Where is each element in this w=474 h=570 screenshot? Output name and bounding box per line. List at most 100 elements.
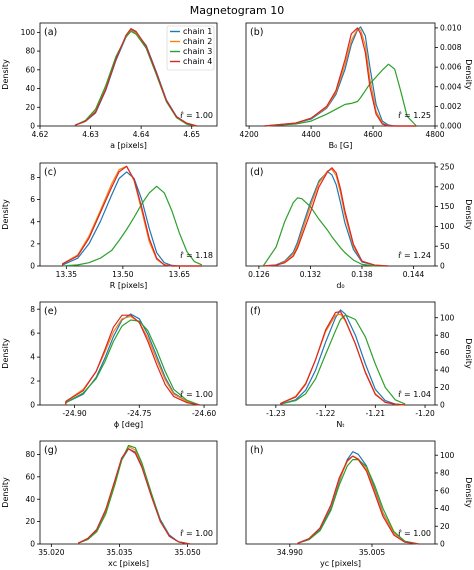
- rhat-label: r̂ = 1.00: [180, 110, 213, 120]
- plot-frame: [245, 162, 436, 267]
- y-tick-label: 0: [30, 540, 35, 549]
- y-tick-label: 100: [440, 222, 455, 231]
- x-tick-label: 4200: [240, 130, 259, 139]
- x-tick-label: 4.63: [82, 130, 99, 139]
- y-tick-label: 60: [440, 348, 450, 357]
- x-tick-label: 13.35: [56, 270, 78, 279]
- legend-box: [166, 25, 215, 71]
- x-axis-label: a [pixels]: [110, 141, 147, 150]
- series-line-chain-2: [264, 28, 417, 127]
- panel-letter: (g): [44, 445, 57, 456]
- x-tick-label: 13.65: [169, 270, 191, 279]
- y-tick-label: 0.008: [440, 43, 462, 52]
- series-line-chain-4: [264, 27, 417, 127]
- panel-e: -24.90 -24.75 -24.60 0 2 4 6 8 ϕ [deg] Density (e)…: [1, 301, 218, 429]
- y-tick-label: 6: [30, 195, 35, 204]
- x-tick-label: 4400: [302, 130, 321, 139]
- panel-d: 0.126 0.132 0.138 0.144 0 50 100 150 200 250 d₀ Den…: [245, 162, 473, 290]
- x-tick-label: 34.990: [277, 548, 303, 557]
- panel-letter: (f): [250, 306, 261, 317]
- x-tick-label: 35.050: [174, 548, 200, 557]
- x-tick-label: 35.020: [38, 548, 64, 557]
- series-line-chain-4: [263, 167, 388, 267]
- x-axis-label: d₀: [336, 281, 344, 290]
- y-tick-label: 0: [440, 540, 445, 549]
- y-tick-label: 0: [440, 401, 445, 410]
- panel-c: 13.35 13.50 13.65 0 2 4 6 8 R [pixels] Density (c)…: [1, 162, 218, 290]
- plot-frame: [245, 22, 436, 127]
- series-line-chain-3: [297, 459, 419, 545]
- y-axis-label: Density: [464, 338, 473, 369]
- rhat-label: r̂ = 1.00: [180, 389, 213, 399]
- plot-frame: [39, 162, 218, 267]
- y-tick-label: 0: [30, 122, 35, 131]
- panel-g: 35.020 35.035 35.050 0 20 40 60 80 xᴄ [pixels] De…: [1, 440, 218, 568]
- x-axis-label: xᴄ [pixels]: [108, 559, 149, 568]
- x-tick-label: -1.21: [366, 409, 386, 418]
- y-axis-label: Density: [1, 477, 10, 508]
- plot-frame: [39, 440, 218, 545]
- y-tick-label: 60: [25, 65, 35, 74]
- x-tick-label: -1.20: [415, 409, 435, 418]
- panel-a: 4.62 4.63 4.64 4.65 0 20 40 60 80 100 a [pixels] De…: [1, 22, 218, 150]
- x-tick-label: -24.60: [192, 409, 216, 418]
- series-line-chain-4: [297, 455, 419, 545]
- plot-frame: [245, 440, 436, 545]
- y-tick-label: 0.004: [440, 82, 462, 91]
- plot-frame: [39, 22, 218, 127]
- x-tick-label: 35.035: [106, 548, 132, 557]
- y-tick-label: 2: [30, 239, 35, 248]
- y-axis-label: Density: [464, 199, 473, 230]
- x-axis-label: Nₜ: [336, 420, 344, 429]
- y-axis-label: Density: [1, 199, 10, 230]
- panel-letter: (a): [44, 27, 57, 38]
- panel-f: -1.23 -1.22 -1.21 -1.20 0 20 40 60 80 100 Nₜ Densit…: [245, 301, 473, 429]
- y-axis-label: Density: [1, 59, 10, 90]
- series-line-chain-3: [78, 444, 190, 545]
- x-tick-label: 0.132: [300, 270, 322, 279]
- series-line-chain-2: [263, 168, 388, 267]
- panel-letter: (c): [44, 167, 57, 178]
- x-tick-label: 0.138: [351, 270, 373, 279]
- y-tick-label: 250: [440, 163, 455, 172]
- y-tick-label: 60: [25, 472, 35, 481]
- y-tick-label: 8: [30, 305, 35, 314]
- x-tick-label: 4600: [363, 130, 382, 139]
- y-tick-label: 150: [440, 202, 455, 211]
- series-line-chain-4: [74, 28, 197, 127]
- y-tick-label: 4: [30, 217, 35, 226]
- y-tick-label: 20: [25, 517, 35, 526]
- y-tick-label: 2: [30, 377, 35, 386]
- y-tick-label: 0.002: [440, 102, 462, 111]
- plot-frame: [245, 301, 436, 406]
- y-tick-label: 8: [30, 173, 35, 182]
- x-tick-label: 4.62: [32, 130, 49, 139]
- series-line-chain-3: [280, 314, 406, 405]
- series-line-chain-1: [263, 171, 388, 267]
- rhat-label: r̂ = 1.24: [398, 250, 431, 260]
- panel-letter: (e): [44, 306, 57, 317]
- y-tick-label: 80: [440, 469, 450, 478]
- rhat-label: r̂ = 1.04: [398, 389, 431, 399]
- x-axis-label: B₀ [G]: [329, 141, 353, 150]
- panel-letter: (d): [250, 167, 263, 178]
- y-axis-label: Density: [464, 59, 473, 90]
- y-tick-label: 100: [21, 28, 36, 37]
- legend-label: chain 1: [183, 27, 212, 36]
- series-line-chain-3: [62, 185, 203, 267]
- panel-h: 34.990 35.005 0 20 40 60 80 100 yᴄ [pixels] Densi…: [245, 440, 473, 568]
- series-line-chain-4: [62, 165, 202, 267]
- panel-letter: (b): [250, 27, 263, 38]
- y-tick-label: 4: [30, 353, 35, 362]
- panel-letter: (h): [250, 445, 263, 456]
- x-axis-label: R [pixels]: [110, 281, 147, 290]
- x-tick-label: -1.23: [266, 409, 286, 418]
- x-tick-label: -24.75: [127, 409, 151, 418]
- series-line-chain-4: [280, 311, 406, 406]
- y-axis-label: Density: [464, 477, 473, 508]
- legend-label: chain 2: [183, 37, 212, 46]
- y-tick-label: 80: [25, 450, 35, 459]
- series-line-chain-4: [65, 314, 200, 406]
